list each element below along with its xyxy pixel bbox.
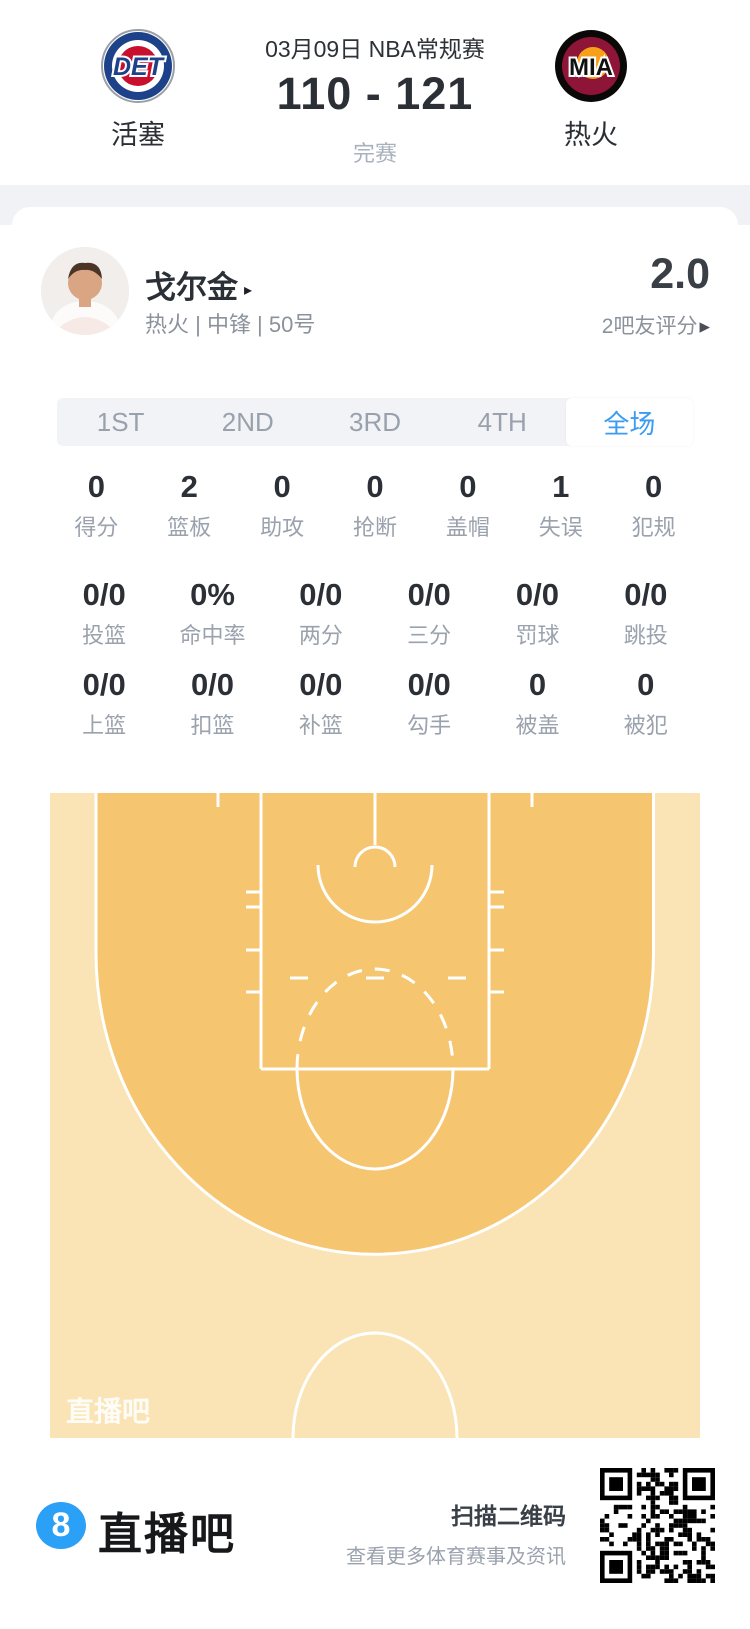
tab-full-game[interactable]: 全场 — [565, 398, 694, 446]
lane-hash-marks — [246, 890, 504, 994]
player-name: 戈尔金 — [145, 270, 238, 305]
player-name-row[interactable]: 戈尔金 ▸ — [145, 262, 252, 307]
stat-fg-pct: 0% 命中率 — [179, 577, 246, 649]
stat-rebounds: 2 篮板 — [167, 469, 212, 541]
tab-2nd[interactable]: 2ND — [221, 406, 274, 437]
heat-logo-text: MIA — [569, 54, 613, 81]
quarter-tabbar: 1ST 2ND 3RD 4TH 全场 — [57, 398, 694, 446]
game-score: 110 - 121 — [276, 68, 474, 119]
stat-fg: 0/0 投篮 — [82, 577, 127, 649]
stats-row-basic: 0 得分 2 篮板 0 助攻 0 抢断 0 盖帽 1 失误 0 犯规 — [50, 470, 700, 542]
stat-turnovers: 1 失误 — [538, 469, 583, 541]
tab-1st[interactable]: 1ST — [96, 406, 145, 437]
player-photo-icon — [41, 247, 129, 335]
restricted-area-arc — [316, 864, 434, 924]
heat-logo-icon: MIA — [555, 30, 627, 102]
stat-3pt: 0/0 三分 — [407, 577, 452, 649]
stat-fouled: 0 被犯 — [623, 667, 668, 739]
away-team-name: 热火 — [564, 120, 618, 150]
game-date-title: 03月09日 NBA常规赛 — [265, 36, 485, 62]
player-meta: 热火 | 中锋 | 50号 — [145, 312, 316, 337]
free-throw-circle-dashed — [295, 967, 455, 1070]
qr-subtitle: 查看更多体育赛事及资讯 — [346, 1546, 566, 1568]
stat-blocks: 0 盖帽 — [445, 469, 490, 541]
stat-2pt: 0/0 两分 — [298, 577, 343, 649]
qr-code-image — [600, 1468, 715, 1583]
defensive-box-marks — [216, 793, 534, 807]
court-lines — [94, 793, 655, 1438]
rim-arc — [353, 845, 397, 868]
player-name-arrow-icon: ▸ — [244, 282, 253, 299]
free-throw-circle-solid — [295, 1068, 455, 1171]
stat-got-blocked: 0 被盖 — [515, 667, 560, 739]
home-team-name: 活塞 — [111, 120, 165, 150]
stat-fouls: 0 犯规 — [631, 469, 676, 541]
stats-row-shot-types: 0/0 上篮 0/0 扣篮 0/0 补篮 0/0 勾手 0 被盖 0 被犯 — [50, 668, 700, 740]
stats-row-shooting: 0/0 投篮 0% 命中率 0/0 两分 0/0 三分 0/0 罚球 0/0 跳投 — [50, 578, 700, 650]
court-watermark: 直播吧 — [66, 1396, 150, 1427]
stat-dunk: 0/0 扣篮 — [190, 667, 235, 739]
game-status: 完赛 — [352, 141, 397, 166]
stat-assists: 0 助攻 — [260, 469, 305, 541]
zhibo8-logo-icon: 8 — [36, 1502, 86, 1549]
stat-points: 0 得分 — [74, 469, 119, 541]
key-lane-lines — [259, 793, 491, 1071]
three-point-line — [94, 793, 655, 1256]
court-inner-area — [96, 793, 654, 1255]
tab-3rd[interactable]: 3RD — [349, 406, 402, 437]
pistons-logo-icon: DET — [101, 29, 175, 103]
tab-4th[interactable]: 4TH — [477, 406, 527, 437]
player-rating-caption-row[interactable]: 2吧友评分▸ — [602, 310, 710, 340]
player-avatar[interactable] — [41, 247, 129, 335]
stat-steals: 0 抢断 — [353, 469, 398, 541]
half-court-circle — [291, 1331, 459, 1438]
qr-caption-block: 扫描二维码 查看更多体育赛事及资讯 — [344, 1497, 566, 1569]
player-rating-caption: 2吧友评分 — [601, 315, 698, 338]
stat-hook: 0/0 勾手 — [407, 667, 452, 739]
qr-title: 扫描二维码 — [451, 1503, 566, 1529]
shot-chart-court: 直播吧 — [50, 793, 700, 1438]
stat-putback: 0/0 补篮 — [298, 667, 343, 739]
stat-ft: 0/0 罚球 — [515, 577, 560, 649]
zhibo8-brand-text: 直播吧 — [98, 1510, 236, 1559]
stat-jumpshot: 0/0 跳投 — [623, 577, 668, 649]
player-rating: 2.0 — [650, 250, 710, 298]
pistons-logo-text: DET — [113, 53, 166, 81]
rating-arrow-icon: ▸ — [699, 315, 710, 338]
home-team-block[interactable]: DET 活塞 — [90, 28, 186, 152]
away-team-block[interactable]: MIA 热火 — [543, 28, 639, 152]
stat-layup: 0/0 上篮 — [82, 667, 127, 739]
